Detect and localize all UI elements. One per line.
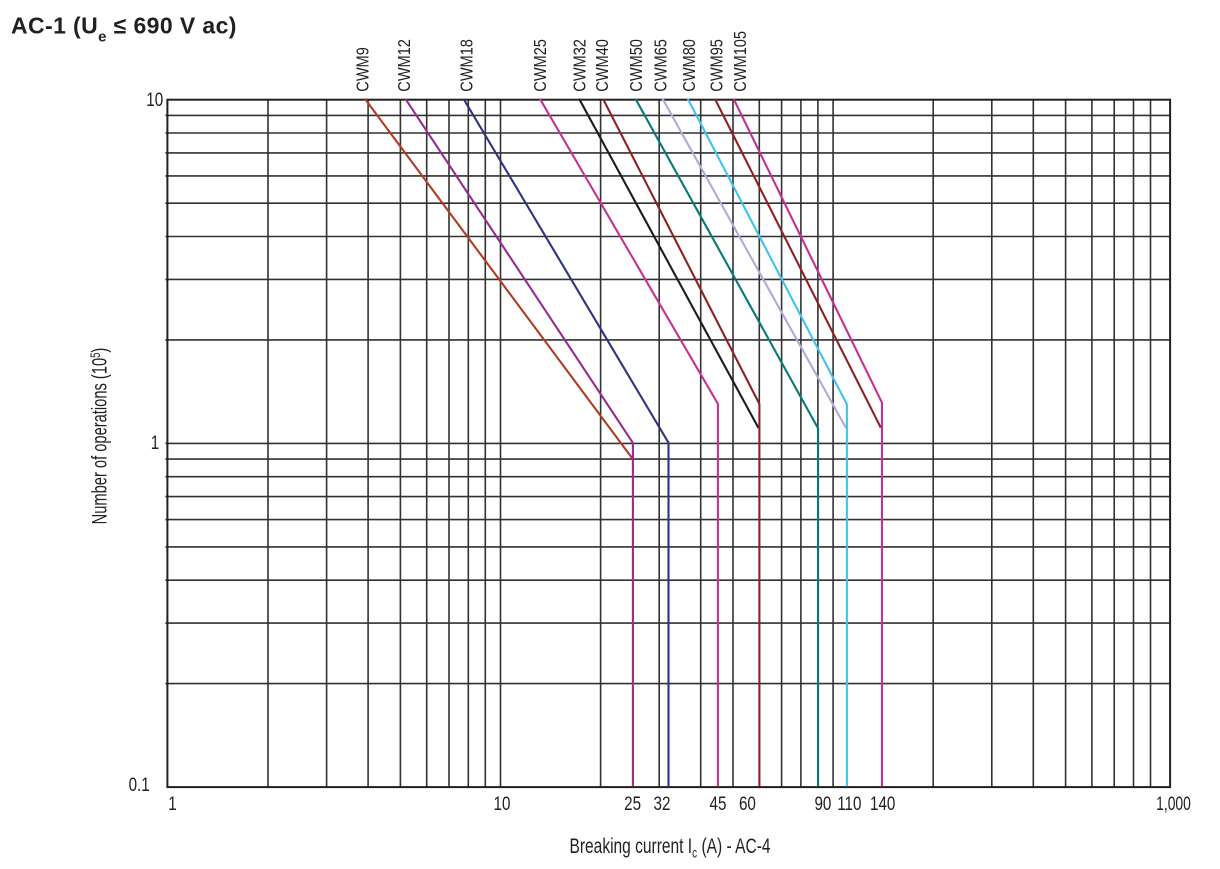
svg-text:1: 1 — [151, 431, 159, 453]
svg-text:0.1: 0.1 — [129, 773, 150, 795]
svg-text:1: 1 — [168, 792, 176, 814]
svg-text:CWM32: CWM32 — [570, 39, 590, 92]
svg-text:140: 140 — [870, 792, 896, 814]
svg-text:CWM50: CWM50 — [627, 39, 647, 92]
svg-text:CWM25: CWM25 — [531, 39, 551, 92]
svg-text:CWM9: CWM9 — [353, 47, 373, 91]
svg-text:110: 110 — [837, 792, 861, 814]
svg-text:Number of operations (105): Number of operations (105) — [88, 348, 111, 525]
svg-text:60: 60 — [739, 792, 756, 814]
svg-text:32: 32 — [654, 792, 671, 814]
svg-text:1,000: 1,000 — [1156, 793, 1191, 815]
svg-text:CWM95: CWM95 — [707, 39, 727, 92]
svg-text:CWM18: CWM18 — [457, 39, 477, 92]
svg-text:10: 10 — [146, 88, 163, 110]
svg-text:90: 90 — [814, 792, 831, 814]
svg-text:CWM80: CWM80 — [679, 39, 699, 92]
svg-text:CWM12: CWM12 — [395, 39, 415, 92]
svg-text:10: 10 — [494, 792, 511, 814]
svg-text:CWM40: CWM40 — [593, 39, 613, 92]
svg-text:45: 45 — [710, 792, 727, 814]
svg-text:Breaking current Ic (A) - AC-4: Breaking current Ic (A) - AC-4 — [570, 834, 771, 861]
svg-text:CWM65: CWM65 — [651, 39, 671, 92]
svg-text:25: 25 — [624, 792, 641, 814]
svg-text:CWM105: CWM105 — [730, 31, 750, 92]
